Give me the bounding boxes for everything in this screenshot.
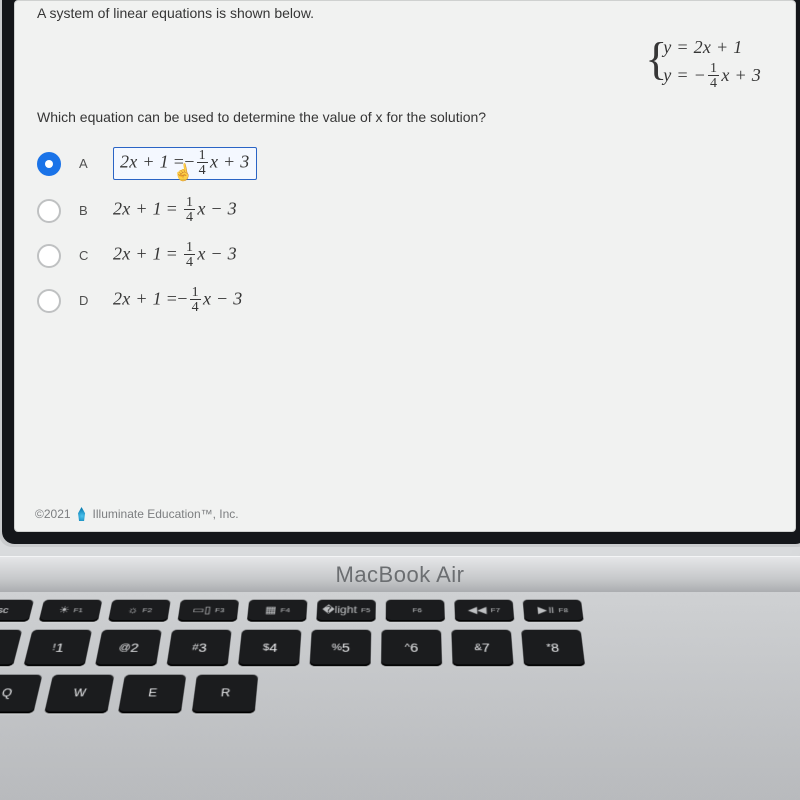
- key-f6: F6: [386, 600, 445, 622]
- brand-text: Illuminate Education™, Inc.: [93, 507, 239, 521]
- key-r: R: [192, 675, 259, 714]
- key-7: &7: [451, 630, 513, 666]
- answer-option-c[interactable]: C 2x + 1 = 14x − 3: [37, 233, 775, 278]
- laptop-screen: A system of linear equations is shown be…: [14, 0, 796, 532]
- answer-option-d[interactable]: D 2x + 1 =−14x − 3: [37, 278, 775, 323]
- key-f4: ▦F4: [247, 600, 308, 622]
- quiz-content: A system of linear equations is shown be…: [15, 1, 795, 335]
- equation-system: { y = 2x + 1 y = −14x + 3: [663, 33, 761, 91]
- answer-options: A 2x + 1 =−14x + 3 B 2x + 1 = 14x − 3 C 2x + …: [37, 139, 775, 323]
- keyboard-number-row: ~`!1@2#3$4%5^6&7*8: [0, 622, 800, 666]
- key-3: #3: [166, 630, 231, 666]
- brand-logo-icon: [77, 507, 87, 521]
- system-line-2: y = −14x + 3: [663, 65, 761, 85]
- question-stem: A system of linear equations is shown be…: [37, 5, 775, 21]
- option-equation: 2x + 1 = 14x − 3: [113, 196, 237, 225]
- key-f8: ▶॥F8: [523, 600, 584, 622]
- laptop-hinge: [0, 556, 800, 595]
- option-tag: A: [79, 156, 95, 171]
- keyboard-fn-row: esc☀︎F1☼F2 ▭▯F3 ▦F4 �lightF5 F6 ◀◀F7 ▶॥F8: [0, 592, 800, 622]
- option-tag: B: [79, 203, 95, 218]
- radio-option-c[interactable]: [37, 244, 61, 268]
- radio-option-a[interactable]: [37, 152, 61, 176]
- key-f2: ☼F2: [108, 600, 171, 622]
- key-2: @2: [95, 630, 162, 666]
- system-line-1: y = 2x + 1: [663, 37, 742, 57]
- key-e: E: [118, 675, 186, 714]
- option-equation: 2x + 1 =−14x + 3: [113, 147, 257, 180]
- key-esc: esc: [0, 600, 34, 622]
- key-f7: ◀◀F7: [454, 600, 514, 622]
- brace-icon: {: [645, 27, 667, 91]
- option-equation: 2x + 1 =−14x − 3: [113, 286, 243, 315]
- key-f3: ▭▯F3: [177, 600, 239, 622]
- answer-option-b[interactable]: B 2x + 1 = 14x − 3: [37, 188, 775, 233]
- key-q: Q: [0, 675, 42, 714]
- option-tag: D: [79, 293, 95, 308]
- answer-option-a[interactable]: A 2x + 1 =−14x + 3: [37, 139, 775, 188]
- option-equation: 2x + 1 = 14x − 3: [113, 241, 237, 270]
- copyright-text: ©2021: [35, 507, 71, 521]
- key-f5: �lightF5: [316, 600, 376, 622]
- radio-option-d[interactable]: [37, 289, 61, 313]
- key-4: $4: [238, 630, 301, 666]
- key-6: ^6: [381, 630, 442, 666]
- radio-option-b[interactable]: [37, 199, 61, 223]
- page-footer: ©2021 Illuminate Education™, Inc.: [35, 507, 239, 521]
- laptop-keyboard: esc☀︎F1☼F2 ▭▯F3 ▦F4 �lightF5 F6 ◀◀F7 ▶॥F8 ~`!1…: [0, 592, 800, 800]
- key-`: ~`: [0, 630, 22, 666]
- keyboard-letter-row: QWER: [0, 666, 800, 713]
- key-f1: ☀︎F1: [39, 600, 103, 622]
- key-w: W: [44, 675, 114, 714]
- key-8: *8: [521, 630, 585, 666]
- option-tag: C: [79, 248, 95, 263]
- photo-of-laptop: A system of linear equations is shown be…: [0, 0, 800, 800]
- question-prompt: Which equation can be used to determine …: [37, 109, 775, 125]
- key-5: %5: [310, 630, 372, 666]
- key-1: !1: [23, 630, 92, 666]
